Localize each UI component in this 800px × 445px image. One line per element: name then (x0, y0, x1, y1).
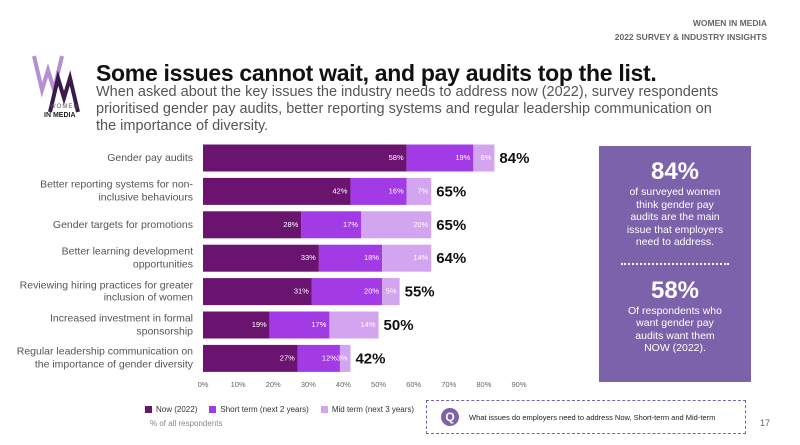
x-tick-label: 70% (441, 380, 456, 389)
question-text: What issues do employers need to address… (469, 412, 716, 422)
bar-segment (329, 311, 379, 339)
bar-segment (339, 344, 351, 372)
category-label: Better learning development opportunitie… (61, 245, 193, 271)
segment-label: 17% (311, 320, 326, 329)
segment-label: 12% (322, 353, 337, 362)
bar-segment (269, 311, 330, 339)
bar-segment (203, 211, 302, 239)
bar-segment (203, 144, 407, 172)
callout-text: Of respondents who want gender pay audit… (628, 304, 722, 355)
callout-text: of surveyed women think gender pay audit… (626, 186, 724, 248)
bar-segment (203, 244, 319, 272)
segment-label: 19% (455, 153, 470, 162)
x-tick-label: 0% (198, 380, 209, 389)
x-tick-label: 40% (336, 380, 351, 389)
segment-label: 33% (301, 253, 316, 262)
bar-segment (406, 144, 474, 172)
x-tick-label: 10% (231, 380, 246, 389)
bar-segment (203, 311, 270, 339)
segment-label: 19% (252, 320, 267, 329)
callout-stat: 84% (650, 158, 700, 185)
segment-label: 14% (413, 253, 428, 262)
question-box: Q What issues do employers need to addre… (426, 400, 746, 434)
x-tick-label: 20% (266, 380, 281, 389)
category-label: Gender targets for promotions (52, 218, 193, 231)
bar-segment (203, 278, 312, 306)
legend-label: Mid term (next 3 years) (331, 405, 415, 414)
bar-segment (473, 144, 495, 172)
segment-label: 17% (343, 220, 358, 229)
legend-item: Now (2022) (145, 405, 197, 414)
logo-text: IN MEDIA (44, 112, 76, 119)
callout-panel: 84% of surveyed women think gender pay a… (599, 146, 751, 382)
bar-segment (382, 244, 432, 272)
segment-label: 16% (389, 186, 404, 195)
note: % of all respondents (150, 419, 223, 428)
total-label: 84% (499, 150, 529, 167)
bar-segment (311, 278, 383, 306)
header-line: WOMEN IN MEDIA (692, 18, 767, 28)
legend-swatch (209, 406, 217, 413)
category-label: Gender pay audits (107, 151, 193, 164)
total-label: 65% (436, 217, 466, 234)
logo (32, 55, 80, 113)
x-tick-label: 30% (301, 380, 316, 389)
segment-label: 28% (283, 220, 298, 229)
header-line: 2022 SURVEY & INDUSTRY INSIGHTS (614, 32, 767, 42)
total-label: 65% (436, 183, 466, 200)
bar-segment (350, 177, 407, 205)
bar-segment (361, 211, 432, 239)
legend-label: Short term (next 2 years) (220, 405, 309, 414)
callout-stat: 58% (650, 276, 700, 304)
bar-segment (203, 344, 298, 372)
bar-segment (203, 177, 351, 205)
x-tick-label: 60% (406, 380, 421, 389)
logo-text: WOMEN (50, 104, 79, 110)
total-label: 55% (405, 284, 435, 301)
chart-subtitle: When asked about the key issues the indu… (96, 84, 719, 134)
category-label: Regular leadership communication on the … (16, 345, 193, 371)
bar-segment (406, 177, 432, 205)
divider (621, 262, 729, 265)
bar-segment (382, 278, 400, 306)
bar-segment (301, 211, 361, 239)
question-icon: Q (441, 408, 459, 426)
page-number: 17 (760, 418, 771, 428)
logo-mark (48, 70, 80, 113)
legend-item: Mid term (next 3 years) (320, 405, 415, 414)
category-label: Increased investment in formal sponsorsh… (50, 312, 193, 338)
segment-label: 58% (389, 153, 404, 162)
segment-label: 20% (413, 220, 428, 229)
legend: Now (2022) Short term (next 2 years) Mid t… (145, 405, 414, 414)
bar-segment (297, 344, 340, 372)
segment-label: 6% (481, 153, 492, 162)
x-tick-label: 90% (511, 380, 526, 389)
segment-label: 3% (337, 353, 348, 362)
total-label: 64% (436, 250, 466, 267)
segment-label: 7% (417, 186, 428, 195)
segment-label: 20% (364, 287, 379, 296)
legend-label: Now (2022) (156, 405, 198, 414)
total-label: 50% (384, 317, 414, 334)
segment-label: 31% (294, 287, 309, 296)
x-tick-label: 50% (371, 380, 386, 389)
segment-label: 5% (386, 287, 397, 296)
bar-segment (318, 244, 383, 272)
legend-swatch (320, 406, 328, 413)
legend-swatch (145, 406, 152, 413)
legend-item: Short term (next 2 years) (209, 405, 309, 414)
chart-title: Some issues cannot wait, and pay audits … (96, 60, 657, 86)
x-tick-label: 80% (476, 380, 491, 389)
category-label: Better reporting systems for non-inclusi… (40, 178, 193, 204)
category-label: Reviewing hiring practices for greater i… (19, 279, 193, 304)
segment-label: 14% (361, 320, 376, 329)
header: WOMEN IN MEDIA 2022 SURVEY & INDUSTRY IN… (615, 16, 767, 44)
segment-label: 27% (280, 353, 295, 362)
segment-label: 42% (332, 186, 347, 195)
segment-label: 18% (364, 253, 379, 262)
total-label: 42% (355, 350, 385, 367)
